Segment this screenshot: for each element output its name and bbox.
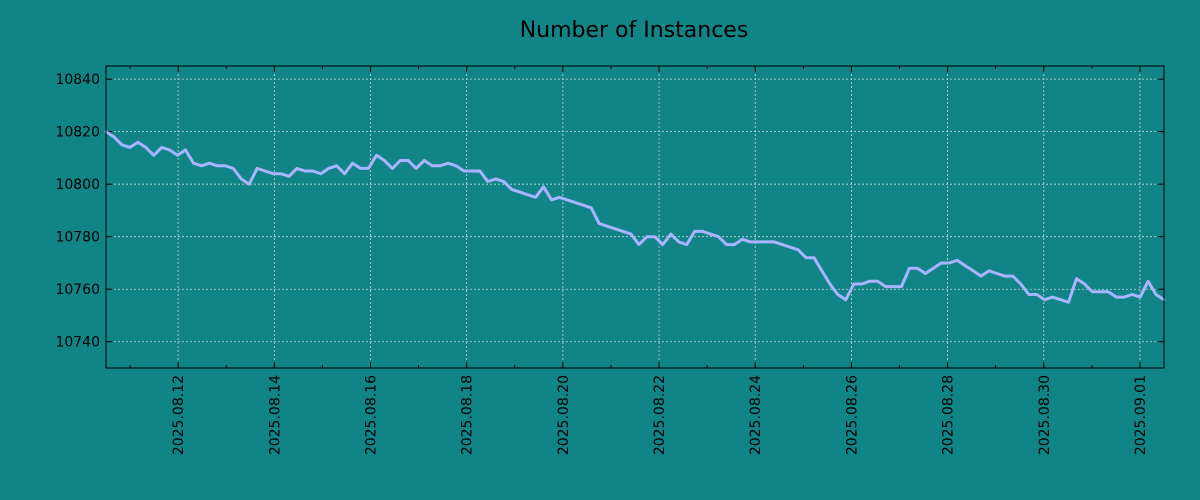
x-tick-label: 2025.08.30 — [1037, 375, 1053, 455]
x-tick-label: 2025.09.01 — [1133, 375, 1149, 455]
y-tick-label: 10840 — [55, 72, 100, 88]
series-layer — [104, 130, 1166, 304]
plot-frame — [105, 65, 1165, 369]
y-tick-label: 10740 — [55, 335, 100, 351]
x-tick-label: 2025.08.18 — [460, 375, 476, 455]
x-tick-label: 2025.08.12 — [171, 375, 187, 455]
x-tick-label: 2025.08.26 — [844, 375, 860, 455]
y-tick-label: 10820 — [55, 125, 100, 141]
chart-title: Number of Instances — [520, 18, 749, 43]
x-tick-label: 2025.08.14 — [267, 375, 283, 455]
y-tick-label: 10800 — [55, 177, 100, 193]
y-tick-label: 10780 — [55, 230, 100, 246]
grid — [106, 66, 1164, 368]
x-tick-label: 2025.08.20 — [556, 375, 572, 455]
x-axis: 2025.08.12 2025.08.14 2025.08.16 2025.08.18… — [129, 66, 1149, 455]
series-line — [104, 130, 1166, 304]
x-tick-label: 2025.08.22 — [652, 375, 668, 455]
x-tick-label: 2025.08.16 — [364, 375, 380, 455]
y-tick-label: 10760 — [55, 282, 100, 298]
x-tick-label: 2025.08.24 — [748, 375, 764, 455]
x-tick-label: 2025.08.28 — [941, 375, 957, 455]
y-axis: 10740 10760 10780 10800 10820 10840 — [55, 72, 1164, 351]
